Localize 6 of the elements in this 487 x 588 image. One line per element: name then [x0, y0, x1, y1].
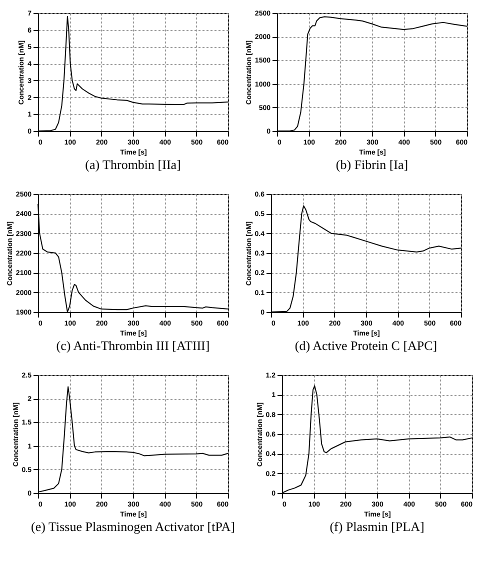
text: (a) Thrombin [IIa] — [85, 157, 181, 172]
text: (b) Fibrin [Ia] — [336, 157, 408, 172]
text: (d) Active Protein C [APC] — [294, 338, 438, 353]
text: (c) Anti-Thrombin III [ATIII] — [56, 338, 210, 353]
text: (f) Plasmin [PLA] — [330, 519, 424, 534]
text: (e) Tissue Plasminogen Activator [tPA] — [31, 519, 235, 534]
